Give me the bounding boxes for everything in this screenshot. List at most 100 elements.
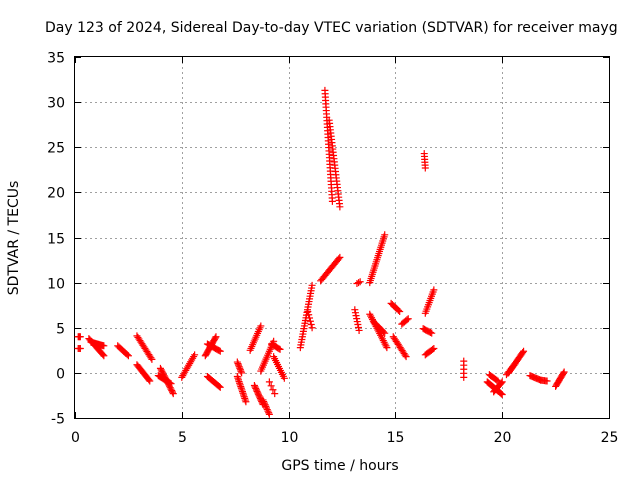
data-point bbox=[275, 345, 283, 353]
data-point bbox=[511, 360, 519, 368]
data-point bbox=[236, 364, 244, 372]
data-point bbox=[497, 379, 505, 387]
data-point bbox=[306, 314, 314, 322]
data-point bbox=[263, 404, 271, 412]
x-tick-label: 10 bbox=[281, 430, 299, 446]
x-tick-label: 20 bbox=[494, 430, 512, 446]
data-point bbox=[212, 333, 220, 341]
data-point bbox=[498, 391, 506, 399]
data-point bbox=[215, 347, 223, 355]
y-tick-label: 35 bbox=[47, 51, 65, 67]
data-point bbox=[100, 342, 108, 350]
data-point bbox=[510, 361, 518, 369]
data-point bbox=[238, 369, 246, 377]
data-points bbox=[74, 86, 568, 418]
data-point bbox=[158, 367, 166, 375]
data-point bbox=[146, 377, 154, 385]
data-point bbox=[351, 309, 359, 317]
data-point bbox=[352, 312, 360, 320]
y-tick-label: 5 bbox=[56, 322, 65, 338]
data-point bbox=[380, 328, 388, 336]
data-point bbox=[355, 279, 363, 287]
data-point bbox=[354, 321, 362, 329]
data-point bbox=[421, 164, 429, 172]
data-point bbox=[168, 387, 176, 395]
data-point bbox=[236, 366, 244, 374]
data-point bbox=[123, 351, 131, 359]
data-point bbox=[216, 383, 224, 391]
plot-frame bbox=[74, 56, 610, 419]
data-point bbox=[166, 379, 174, 387]
data-point bbox=[460, 373, 468, 381]
data-point bbox=[156, 364, 164, 372]
data-point bbox=[276, 345, 284, 353]
data-point bbox=[269, 386, 277, 394]
data-point bbox=[271, 390, 279, 398]
data-point bbox=[233, 358, 241, 366]
data-point bbox=[307, 321, 315, 329]
data-point bbox=[403, 316, 411, 324]
data-point bbox=[559, 369, 567, 377]
data-point bbox=[304, 308, 312, 316]
data-point bbox=[402, 353, 410, 361]
data-point bbox=[242, 398, 250, 406]
data-point bbox=[428, 329, 436, 337]
y-axis-label: SDTVAR / TECUs bbox=[6, 181, 22, 296]
data-point bbox=[560, 368, 568, 376]
data-point bbox=[215, 382, 223, 390]
data-point bbox=[267, 382, 275, 390]
data-point bbox=[99, 351, 107, 359]
data-point bbox=[426, 329, 434, 337]
y-tick-label: 25 bbox=[47, 141, 65, 157]
data-point bbox=[169, 388, 177, 396]
data-point bbox=[430, 345, 438, 353]
x-tick-label: 0 bbox=[71, 430, 80, 446]
data-point bbox=[157, 366, 165, 374]
y-tick-label: 0 bbox=[56, 367, 65, 383]
data-point bbox=[520, 347, 528, 355]
data-point bbox=[351, 306, 359, 314]
data-point bbox=[211, 334, 219, 342]
y-tick-label: 30 bbox=[47, 96, 65, 112]
data-point bbox=[237, 367, 245, 375]
data-point bbox=[100, 352, 108, 360]
data-point bbox=[498, 378, 506, 386]
y-tick-label: 20 bbox=[47, 186, 65, 202]
axis-ticks: 0 5 10 15 20 25 -5 0 5 10 15 20 25 30 35 bbox=[47, 51, 618, 447]
data-point bbox=[265, 378, 273, 386]
y-tick-label: -5 bbox=[51, 412, 65, 428]
data-point bbox=[430, 286, 438, 294]
data-point bbox=[353, 318, 361, 326]
data-point bbox=[257, 322, 265, 330]
data-point bbox=[328, 197, 336, 205]
data-point bbox=[234, 360, 242, 368]
chart-title: Day 123 of 2024, Sidereal Day-to-day VTE… bbox=[45, 20, 618, 36]
data-point bbox=[353, 280, 361, 288]
grid-lines bbox=[75, 57, 609, 418]
data-point bbox=[429, 345, 437, 353]
data-point bbox=[401, 351, 409, 359]
x-tick-label: 5 bbox=[178, 430, 187, 446]
data-point bbox=[191, 351, 199, 359]
data-point bbox=[147, 354, 155, 362]
data-point bbox=[396, 308, 404, 316]
data-point bbox=[265, 409, 273, 417]
data-point bbox=[336, 253, 344, 261]
data-point bbox=[148, 355, 156, 363]
data-point bbox=[124, 352, 132, 360]
data-point bbox=[336, 203, 344, 211]
data-point bbox=[235, 361, 243, 369]
data-point bbox=[493, 376, 501, 384]
x-tick-label: 25 bbox=[601, 430, 619, 446]
data-point bbox=[308, 281, 316, 289]
data-point bbox=[76, 333, 84, 341]
y-tick-label: 10 bbox=[47, 277, 65, 293]
data-point bbox=[76, 345, 84, 353]
y-tick-label: 15 bbox=[47, 232, 65, 248]
data-point bbox=[306, 317, 314, 325]
data-point bbox=[305, 311, 313, 319]
data-point bbox=[235, 363, 243, 371]
data-point bbox=[169, 390, 177, 398]
data-point bbox=[543, 377, 551, 385]
